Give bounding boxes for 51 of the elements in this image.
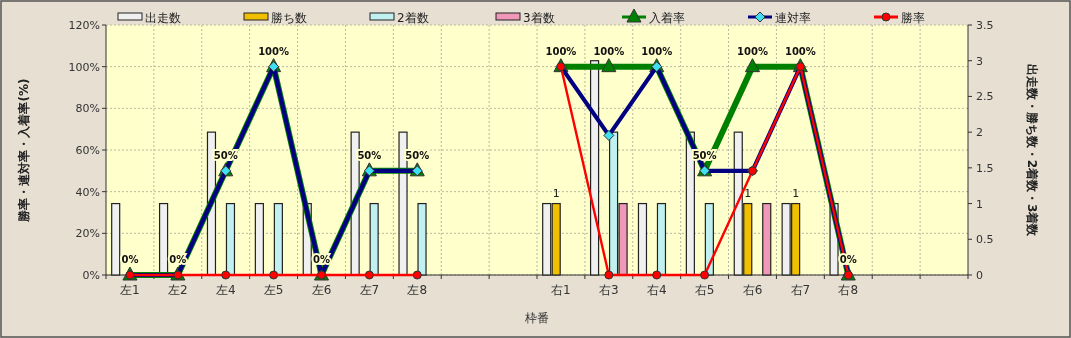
data-label: 0%	[313, 254, 330, 265]
y-tick-label: 60%	[75, 144, 100, 157]
y2-tick-label: 1.5	[976, 161, 994, 175]
data-label: 50%	[692, 149, 717, 161]
y-tick-label: 120%	[68, 19, 100, 32]
y2-tick-label: 1	[976, 197, 983, 211]
data-label: 1	[744, 186, 752, 200]
legend-label: 連対率	[775, 11, 811, 25]
legend-label: 勝ち数	[271, 11, 307, 25]
x-tick-label: 右4	[646, 283, 667, 297]
x-tick-label: 右8	[838, 283, 859, 297]
y-tick-label: 20%	[75, 227, 100, 241]
x-tick-label: 右3	[599, 283, 619, 297]
data-label: 100%	[641, 45, 673, 57]
x-tick-label: 左7	[359, 283, 380, 297]
data-label: 100%	[737, 45, 768, 57]
x-tick-label: 左4	[215, 283, 236, 297]
x-tick-label: 右7	[790, 283, 811, 297]
y-tick-label: 40%	[75, 185, 100, 199]
legend-label: 勝率	[901, 11, 925, 25]
data-label: 100%	[784, 45, 816, 57]
legend-label: 入着率	[649, 11, 685, 25]
data-label: 100%	[593, 45, 625, 57]
y2-tick-label: 3	[976, 54, 983, 68]
x-tick-label: 右5	[694, 283, 715, 297]
y2-axis-title: 出走数・勝ち数・2着数・3着数	[1025, 63, 1039, 238]
y2-tick-label: 3.5	[976, 19, 994, 32]
y2-tick-label: 0	[976, 269, 983, 282]
y-tick-label: 100%	[68, 60, 100, 74]
x-tick-label: 左8	[407, 283, 428, 297]
legend-label: 2着数	[397, 11, 429, 25]
x-tick-label: 左6	[311, 283, 332, 297]
data-label: 100%	[258, 45, 290, 57]
y2-tick-label: 2.5	[976, 90, 994, 104]
x-tick-label: 右6	[742, 283, 763, 297]
data-label: 1	[792, 186, 800, 200]
data-label: 1	[552, 186, 560, 200]
x-tick-label: 右1	[551, 283, 571, 297]
data-label: 0%	[121, 254, 139, 265]
x-tick-label: 左2	[168, 283, 188, 297]
legend-label: 出走数	[145, 11, 181, 25]
legend-label: 3着数	[523, 11, 555, 25]
x-tick-label: 左1	[120, 283, 140, 297]
y2-tick-label: 0.5	[976, 233, 994, 247]
y-tick-label: 0%	[82, 269, 100, 282]
x-tick-label: 左5	[263, 283, 284, 297]
y2-tick-label: 2	[976, 126, 983, 140]
y-axis-title: 勝率・連対率・入着率(%)	[17, 78, 31, 223]
x-axis-title: 枠番	[524, 311, 549, 325]
data-label: 100%	[545, 45, 577, 57]
y-tick-label: 80%	[75, 102, 100, 116]
